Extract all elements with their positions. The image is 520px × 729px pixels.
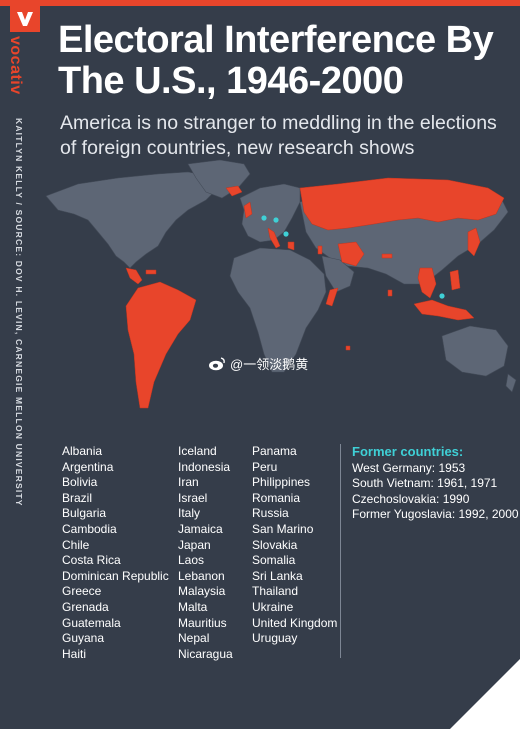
country-item: Romania	[252, 490, 301, 505]
country-item: Guatemala	[62, 615, 121, 630]
country-item: Cambodia	[62, 521, 117, 536]
country-item: Brazil	[62, 490, 93, 505]
country-item: Grenada	[62, 599, 109, 614]
country-item: Israel	[178, 490, 208, 505]
country-item: Bulgaria	[62, 506, 107, 521]
top-accent-bar	[0, 0, 520, 6]
united-kingdom-highlight	[243, 201, 253, 219]
italy-highlight	[267, 227, 281, 249]
arabia-landmass	[321, 255, 355, 293]
mauritius-highlight	[345, 345, 351, 351]
australia-landmass	[441, 325, 509, 377]
former-countries-title: Former countries:	[352, 444, 464, 459]
former-country-item: West Germany: 1953	[352, 460, 466, 475]
country-item: Peru	[252, 459, 278, 474]
country-item: Slovakia	[252, 537, 298, 552]
country-item: United Kingdom	[252, 615, 338, 630]
country-item: Thailand	[252, 584, 299, 599]
south-vietnam-marker	[439, 293, 445, 299]
country-item: Jamaica	[178, 521, 223, 536]
page-corner-fold	[450, 659, 520, 729]
country-item: Sri Lanka	[252, 568, 303, 583]
country-item: Malta	[178, 599, 208, 614]
country-item: Chile	[62, 537, 90, 552]
czechoslovakia-marker	[273, 217, 279, 223]
page-subtitle: America is no stranger to meddling in th…	[60, 112, 497, 159]
africa-landmass	[229, 247, 327, 373]
country-item: Russia	[252, 506, 289, 521]
credit-line: KAITLYN KELLY / SOURCE: DOV H. LEVIN, CA…	[14, 118, 24, 507]
former-country-item: South Vietnam: 1961, 1971	[352, 476, 498, 491]
country-item: Guyana	[62, 631, 105, 646]
north-america-landmass	[45, 171, 219, 269]
country-item: Somalia	[252, 553, 296, 568]
country-item: Iran	[178, 475, 199, 490]
iran-highlight	[337, 241, 365, 267]
country-item: Lebanon	[178, 568, 225, 583]
country-item: Dominican Republic	[62, 568, 169, 583]
southeast-asia-highlight	[417, 267, 437, 299]
greece-highlight	[287, 241, 295, 251]
country-item: Haiti	[62, 646, 87, 661]
country-item: Argentina	[62, 459, 114, 474]
country-item: Japan	[178, 537, 211, 552]
central-america-highlight	[125, 267, 143, 285]
country-item: Bolivia	[62, 475, 98, 490]
brand-name: vocativ	[7, 36, 24, 95]
iceland-highlight	[225, 185, 243, 197]
column-divider	[340, 444, 341, 658]
new-zealand-landmass	[505, 373, 517, 393]
indonesia-highlight	[413, 299, 475, 321]
sri-lanka-highlight	[387, 289, 393, 297]
japan-highlight	[467, 227, 481, 257]
country-item: Iceland	[178, 444, 217, 458]
country-item: Indonesia	[178, 459, 231, 474]
vocativ-logo-icon	[10, 6, 40, 32]
page-title: Electoral Interference By The U.S., 1946…	[58, 19, 494, 102]
somalia-highlight	[325, 287, 339, 307]
south-america-highlight	[125, 281, 197, 409]
country-item: Italy	[178, 506, 201, 521]
world-map	[45, 159, 517, 409]
country-item: Nepal	[178, 631, 210, 646]
watermark-text: @一领淡鹅黄	[230, 357, 309, 372]
country-item: Malaysia	[178, 584, 226, 599]
former-countries-section: Former countries: West Germany: 1953 Sou…	[352, 444, 519, 523]
philippines-highlight	[449, 269, 461, 291]
former-country-item: Former Yugoslavia: 1992, 2000	[352, 507, 519, 522]
nepal-highlight	[381, 253, 393, 259]
country-item: Albania	[62, 444, 103, 458]
country-item: Ukraine	[252, 599, 294, 614]
country-item: Laos	[178, 553, 205, 568]
brand-name-vertical: vocativ	[6, 36, 24, 95]
russia-highlight	[299, 177, 505, 231]
country-item: Greece	[62, 584, 102, 599]
country-item: Nicaragua	[178, 646, 233, 661]
west-germany-marker	[261, 215, 267, 221]
country-list-col1: Albania Argentina Bolivia Brazil Bulgari…	[62, 444, 169, 662]
country-item: Philippines	[252, 475, 311, 490]
israel-lebanon-highlight	[317, 245, 323, 255]
country-item: Uruguay	[252, 631, 298, 646]
country-list-col2: Iceland Indonesia Iran Israel Italy Jama…	[178, 444, 233, 662]
watermark: @一领淡鹅黄	[208, 354, 308, 373]
caribbean-highlight	[145, 269, 157, 275]
europe-landmass	[239, 183, 301, 243]
yugoslavia-marker	[283, 231, 289, 237]
country-item: Costa Rica	[62, 553, 121, 568]
country-item: San Marino	[252, 521, 314, 536]
former-country-item: Czechoslovakia: 1990	[352, 491, 470, 506]
weibo-icon	[209, 356, 225, 370]
country-item: Mauritius	[178, 615, 227, 630]
country-list-col3: Panama Peru Philippines Romania Russia S…	[252, 444, 337, 647]
country-item: Panama	[252, 444, 297, 458]
